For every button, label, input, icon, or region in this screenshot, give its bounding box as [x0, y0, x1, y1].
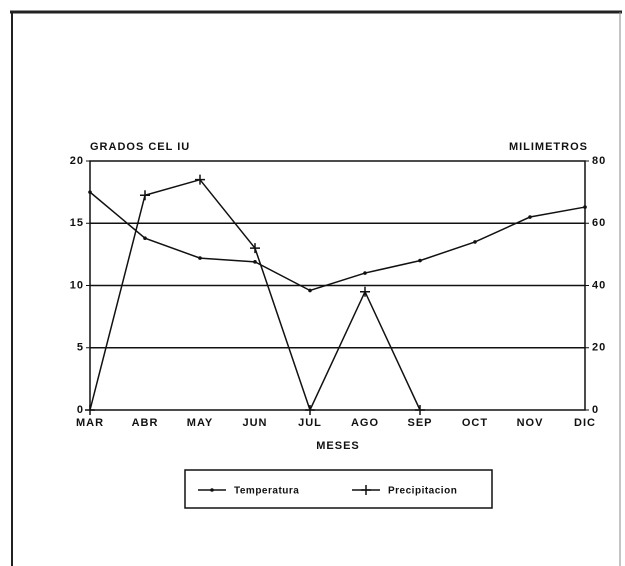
x-axis-label: MESES — [316, 440, 360, 452]
x-tick-label: OCT — [462, 417, 488, 429]
legend-label: Temperatura — [234, 486, 299, 497]
y-tick-label: 5 — [77, 342, 84, 354]
point-marker — [363, 271, 367, 275]
y2-tick-label: 20 — [592, 342, 606, 354]
point-marker — [415, 405, 425, 415]
y2-tick-label: 60 — [592, 217, 606, 229]
point-marker — [250, 243, 260, 254]
x-tick-label: MAR — [76, 417, 104, 429]
x-tick-label: MAY — [187, 417, 213, 429]
y2-tick-label: 80 — [592, 155, 606, 167]
point-marker — [140, 190, 150, 201]
y-tick-label: 0 — [77, 404, 84, 416]
legend-box — [184, 469, 493, 509]
point-marker — [198, 256, 202, 260]
y-tick-label: 15 — [70, 217, 84, 229]
x-tick-label: AGO — [351, 417, 379, 429]
y2-axis-label: MILIMETROS — [509, 141, 588, 153]
x-tick-label: JUL — [298, 417, 322, 429]
point-marker — [85, 405, 95, 415]
y-tick-label: 20 — [70, 155, 84, 167]
legend-marker — [210, 488, 214, 492]
point-marker — [473, 240, 477, 244]
y-tick-label: 10 — [70, 279, 84, 291]
legend-label: Precipitacion — [388, 486, 457, 497]
point-marker — [583, 205, 587, 209]
y-axis-label: GRADOS CEL IU — [90, 141, 190, 153]
point-marker — [418, 258, 422, 263]
x-tick-label: DIC — [574, 417, 596, 429]
series-line — [89, 191, 586, 292]
x-tick-label: ABR — [132, 417, 159, 429]
y2-tick-label: 0 — [592, 404, 599, 416]
point-marker — [88, 190, 92, 194]
point-marker — [308, 288, 312, 293]
x-tick-label: JUN — [242, 417, 267, 429]
point-marker — [253, 260, 257, 264]
x-tick-label: SEP — [407, 417, 432, 429]
x-tick-label: NOV — [517, 417, 544, 429]
point-marker — [195, 174, 205, 185]
point-marker — [305, 405, 315, 415]
point-marker — [143, 236, 147, 240]
y2-tick-label: 40 — [592, 279, 606, 291]
point-marker — [360, 286, 370, 297]
point-marker — [528, 215, 532, 219]
legend-marker — [361, 485, 371, 495]
